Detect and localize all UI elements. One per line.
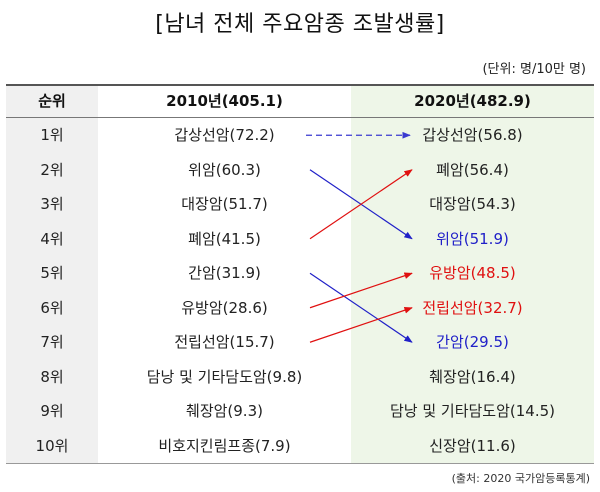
header-2020: 2020년(482.9) bbox=[414, 92, 531, 110]
cancer-2020-cell: 전립선암(32.7) bbox=[422, 298, 523, 317]
rank-column-background bbox=[6, 84, 98, 464]
table-header-border bbox=[6, 117, 594, 118]
table-row: 7위 전립선암(15.7) 간암(29.5) bbox=[6, 325, 594, 359]
rank-cell: 5위 bbox=[40, 264, 64, 282]
rank-cell: 8위 bbox=[40, 367, 64, 386]
table-row: 10위 비호지킨림프종(7.9) 신장암(11.6) bbox=[6, 429, 594, 463]
cancer-2010-cell: 갑상선암(72.2) bbox=[174, 126, 275, 144]
table-row: 6위 유방암(28.6) 전립선암(32.7) bbox=[6, 291, 594, 325]
rank-cell: 10위 bbox=[35, 436, 69, 455]
page-title: [남녀 전체 주요암종 조발생률] bbox=[155, 12, 445, 37]
cancer-2020-cell: 폐암(56.4) bbox=[436, 160, 509, 179]
cancer-2020-cell: 위암(51.9) bbox=[436, 229, 509, 248]
rank-cell: 4위 bbox=[40, 229, 64, 248]
table-row: 8위 담낭 및 기타담도암(9.8) 췌장암(16.4) bbox=[6, 360, 594, 394]
header-2010: 2010년(405.1) bbox=[166, 92, 283, 110]
header-rank: 순위 bbox=[38, 92, 66, 110]
cancer-2020-cell: 췌장암(16.4) bbox=[429, 367, 516, 386]
rank-cell: 6위 bbox=[40, 298, 64, 317]
table-row: 3위 대장암(51.7) 대장암(54.3) bbox=[6, 187, 594, 221]
table-row: 5위 간암(31.9) 유방암(48.5) bbox=[6, 256, 594, 290]
cancer-2020-cell: 대장암(54.3) bbox=[429, 195, 516, 213]
cancer-2010-cell: 췌장암(9.3) bbox=[186, 402, 263, 420]
cancer-2010-cell: 폐암(41.5) bbox=[188, 229, 261, 248]
source-note: (출처: 2020 국가암등록통계) bbox=[451, 472, 590, 485]
table-top-border bbox=[6, 84, 594, 86]
table-row: 9위 췌장암(9.3) 담낭 및 기타담도암(14.5) bbox=[6, 394, 594, 428]
table-bottom-border bbox=[6, 463, 594, 464]
rank-cell: 3위 bbox=[40, 195, 64, 213]
rank-cell: 1위 bbox=[40, 126, 64, 144]
ranking-table: 순위 2010년(405.1) 2020년(482.9) 1위 갑상선암(72.2… bbox=[6, 84, 594, 464]
cancer-2010-cell: 위암(60.3) bbox=[188, 160, 261, 179]
rank-cell: 9위 bbox=[40, 402, 64, 420]
rank-cell: 2위 bbox=[40, 160, 64, 179]
cancer-2020-cell: 간암(29.5) bbox=[436, 333, 509, 351]
table-row: 1위 갑상선암(72.2) 갑상선암(56.8) bbox=[6, 118, 594, 152]
cancer-2010-cell: 대장암(51.7) bbox=[181, 195, 268, 213]
cancer-2010-cell: 담낭 및 기타담도암(9.8) bbox=[146, 367, 303, 386]
cancer-2020-cell: 신장암(11.6) bbox=[429, 436, 516, 455]
cancer-2010-cell: 유방암(28.6) bbox=[181, 298, 268, 317]
cancer-2020-cell: 갑상선암(56.8) bbox=[422, 126, 523, 144]
table-row: 4위 폐암(41.5) 위암(51.9) bbox=[6, 222, 594, 256]
cancer-2020-cell: 유방암(48.5) bbox=[429, 264, 516, 282]
rank-cell: 7위 bbox=[40, 333, 64, 351]
cancer-2010-cell: 간암(31.9) bbox=[188, 264, 261, 282]
cancer-2010-cell: 전립선암(15.7) bbox=[174, 333, 275, 351]
cancer-2010-cell: 비호지킨림프종(7.9) bbox=[158, 436, 291, 455]
cancer-2020-cell: 담낭 및 기타담도암(14.5) bbox=[389, 402, 556, 420]
table-row: 2위 위암(60.3) 폐암(56.4) bbox=[6, 153, 594, 187]
unit-label: (단위: 명/10만 명) bbox=[482, 62, 586, 77]
